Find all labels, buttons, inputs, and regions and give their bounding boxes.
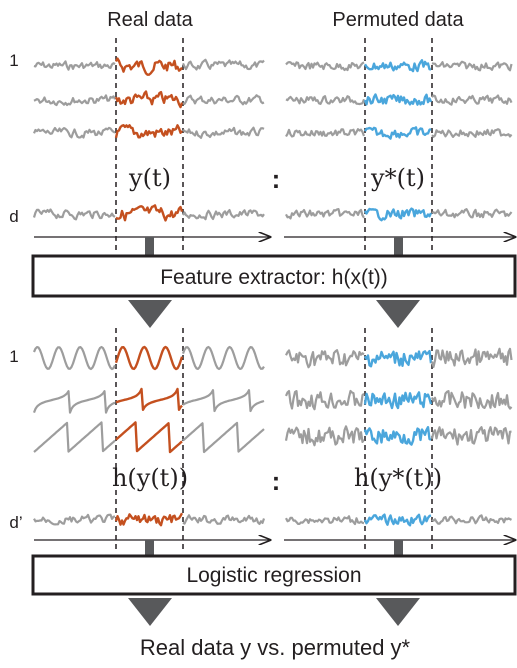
- permuted-feature-last-right: [431, 514, 513, 525]
- permuted-signal-2-window: [363, 93, 433, 106]
- signal-traces: [32, 57, 513, 527]
- real-feature-last-right: [182, 514, 266, 525]
- permuted-feature-3-left: [284, 425, 365, 447]
- real-feature-spike-left: [32, 390, 116, 414]
- connector-permuted-to-regression-box: [394, 540, 403, 556]
- permuted-feature-2-right: [430, 390, 513, 410]
- label-y-star-of-t: y*(t): [370, 164, 425, 192]
- separator-bottom: :: [272, 466, 281, 496]
- feature-row-label-first: 1: [9, 347, 18, 366]
- arrow-real-features: [128, 300, 172, 328]
- real-feature-last-left: [33, 513, 116, 526]
- real-feature-spike-right: [182, 389, 265, 413]
- top-row-label-first: 1: [9, 51, 18, 70]
- permuted-feature-last-left: [285, 515, 365, 526]
- real-data-header: Real data: [107, 9, 193, 31]
- permuted-signal-3-right: [431, 128, 513, 138]
- logistic-regression-box: [31, 554, 517, 596]
- real-feature-spike-window: [115, 387, 183, 411]
- logistic-regression-label: Logistic regression: [186, 564, 361, 587]
- real-signal-3-window: [114, 124, 183, 139]
- real-feature-ramp-window: [115, 421, 183, 454]
- real-signal-4-window: [115, 204, 184, 222]
- permuted-feature-3-window: [363, 426, 432, 446]
- permuted-feature-last-window: [363, 513, 432, 527]
- top-row-label-last: d: [9, 207, 18, 226]
- connector-real-to-feature-box: [145, 237, 154, 257]
- feature-output-arrows: [128, 300, 420, 328]
- permuted-signal-2-left: [285, 95, 366, 106]
- connector-permuted-to-feature-box: [394, 237, 403, 257]
- real-feature-sine-window: [114, 345, 184, 371]
- permuted-feature-2-left: [284, 389, 365, 411]
- real-signal-3-right: [182, 126, 265, 139]
- real-signal-2-right: [182, 94, 265, 106]
- permuted-feature-1-window: [363, 349, 433, 368]
- feature-extractor-box: [31, 254, 517, 298]
- label-h-of-y-of-t: h(y(t)): [112, 464, 188, 492]
- permuted-signal-4-left: [285, 208, 365, 220]
- permuted-signal-2-right: [431, 94, 513, 106]
- arrow-permuted-output: [376, 598, 420, 626]
- real-feature-sine-right: [181, 345, 265, 371]
- permuted-feature-1-left: [285, 349, 365, 369]
- real-signal-4-right: [182, 209, 265, 221]
- permuted-feature-3-right: [430, 426, 512, 446]
- permuted-signal-3-window: [363, 126, 432, 140]
- real-feature-ramp-left: [33, 421, 116, 453]
- real-feature-last-window: [114, 512, 184, 527]
- feature-extractor-label: Feature extractor: h(x(t)): [160, 266, 388, 289]
- permuted-feature-2-window: [363, 391, 433, 410]
- permuted-data-header: Permuted data: [332, 9, 464, 31]
- arrow-permuted-features: [376, 300, 420, 328]
- permuted-signal-3-left: [285, 128, 366, 138]
- permuted-signal-1-window: [363, 59, 432, 73]
- real-signal-3-left: [32, 126, 116, 139]
- real-signal-1-window: [114, 57, 183, 76]
- real-signal-1-right: [182, 58, 265, 71]
- permuted-signal-1-left: [285, 61, 365, 72]
- permuted-signal-4-right: [431, 208, 513, 219]
- permuted-feature-1-right: [430, 347, 513, 368]
- permuted-signal-1-right: [431, 60, 513, 72]
- real-feature-ramp-right: [182, 421, 265, 454]
- real-signal-2-window: [114, 90, 184, 109]
- connector-real-to-regression-box: [145, 540, 154, 556]
- real-signal-4-left: [32, 208, 116, 221]
- connectors: [145, 237, 403, 556]
- label-y-of-t: y(t): [128, 164, 171, 192]
- separator-top: :: [272, 164, 281, 194]
- permuted-signal-4-window: [363, 207, 433, 222]
- regression-output-arrows: [128, 598, 420, 626]
- output-label: Real data y vs. permuted y*: [140, 635, 411, 660]
- label-h-of-y-star-of-t: h(y*(t)): [354, 464, 442, 492]
- real-signal-2-left: [33, 94, 116, 107]
- arrow-real-output: [128, 598, 172, 626]
- feature-row-label-last: d’: [9, 513, 22, 532]
- real-feature-sine-left: [32, 345, 116, 371]
- real-signal-1-left: [33, 60, 116, 71]
